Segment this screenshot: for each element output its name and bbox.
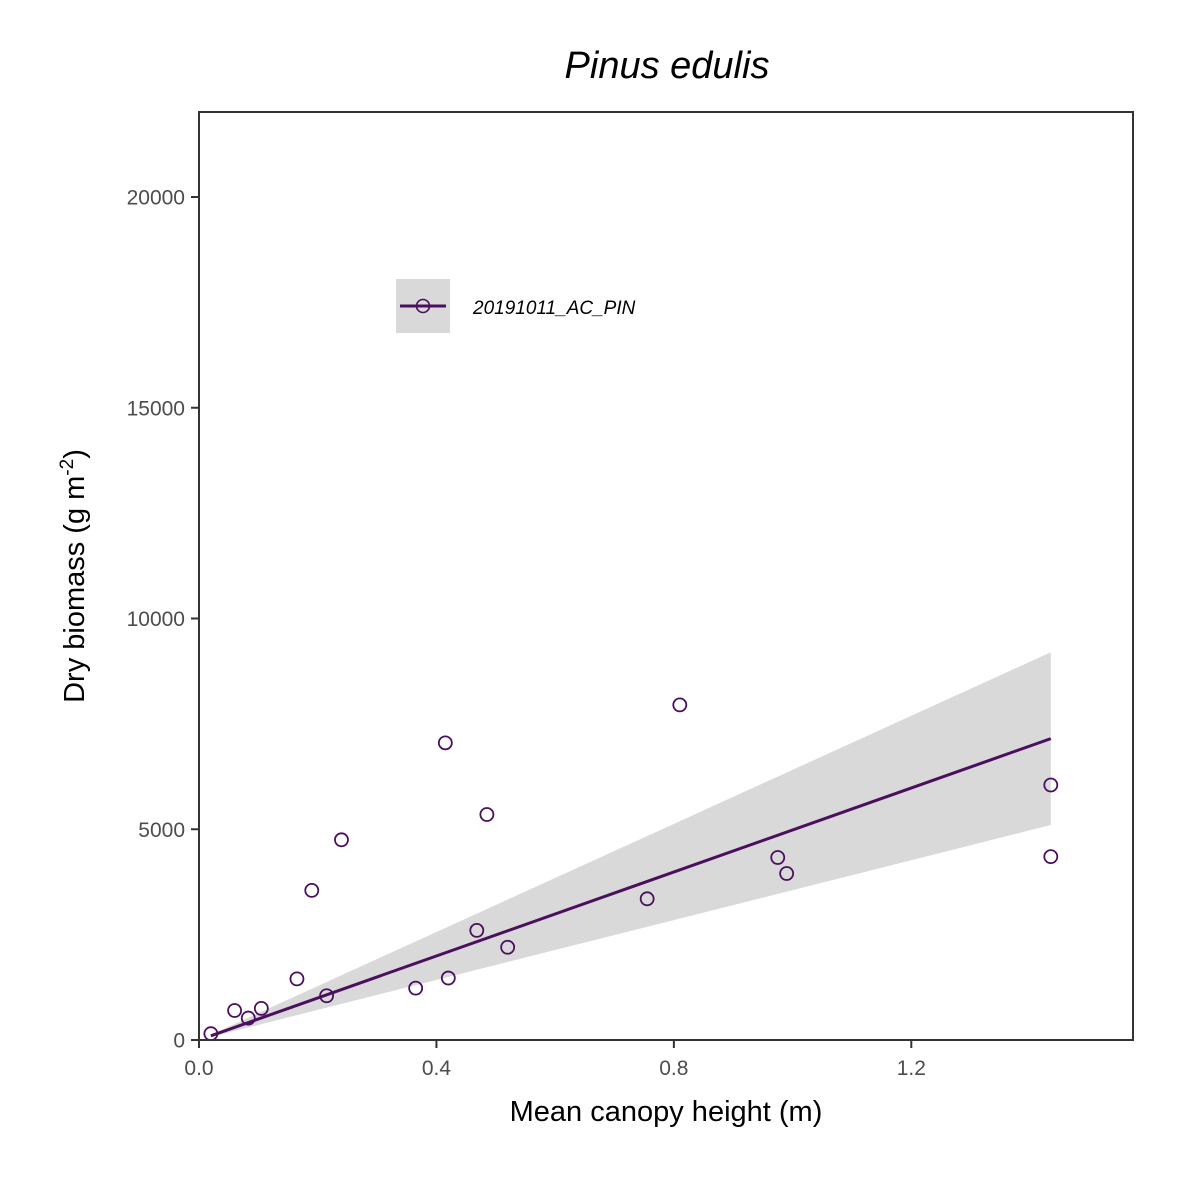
- plot-area: [203, 652, 1059, 1042]
- panel-border: [198, 111, 1134, 1041]
- data-point-11: [440, 970, 456, 986]
- y-axis-title-main: Dry biomass (g m: [59, 476, 91, 703]
- data-point-14: [500, 939, 516, 955]
- x-tick-label-0: 0.0: [184, 1057, 213, 1080]
- fit-line: [210, 737, 1052, 1038]
- y-tick-label-0: 0: [173, 1030, 185, 1053]
- data-point-17: [770, 850, 786, 865]
- confidence-band: [210, 652, 1051, 1037]
- data-point-13: [479, 807, 495, 822]
- y-axis: 0 5000 10000 15000 20000: [127, 187, 199, 1053]
- data-point-6: [304, 882, 320, 898]
- legend-key-point: [415, 298, 431, 314]
- x-tick-label-3: 1.2: [897, 1057, 926, 1080]
- y-tick-label-4: 20000: [127, 187, 185, 210]
- data-point-2: [227, 1003, 243, 1018]
- data-point-5: [289, 971, 305, 987]
- data-point-16: [672, 697, 688, 713]
- data-point-10: [437, 735, 453, 751]
- x-axis-title: Mean canopy height (m): [510, 1096, 823, 1128]
- data-point-7: [319, 988, 335, 1004]
- data-point-9: [408, 980, 424, 996]
- legend: 20191011_AC_PIN: [396, 279, 636, 333]
- data-point-8: [334, 832, 349, 848]
- x-tick-label-1: 0.4: [422, 1057, 452, 1080]
- data-point-3: [240, 1010, 256, 1026]
- y-tick-label-2: 10000: [127, 608, 185, 631]
- x-axis: 0.0 0.4 0.8 1.2: [184, 1040, 926, 1080]
- data-point-20: [1043, 849, 1059, 865]
- chart-title: Pinus edulis: [565, 45, 770, 87]
- x-tick-label-2: 0.8: [659, 1057, 688, 1080]
- data-point-12: [469, 923, 485, 938]
- legend-label-series: 20191011_AC_PIN: [472, 298, 636, 319]
- y-axis-title-superscript: -2: [57, 459, 78, 476]
- y-tick-label-3: 15000: [127, 397, 185, 420]
- data-point-15: [639, 891, 655, 907]
- data-point-18: [779, 866, 795, 881]
- data-point-4: [253, 1000, 269, 1016]
- y-tick-label-1: 5000: [138, 819, 185, 842]
- y-axis-title-end: ): [59, 449, 91, 459]
- data-point-19: [1043, 777, 1059, 793]
- y-axis-title: Dry biomass (g m-2): [57, 449, 91, 703]
